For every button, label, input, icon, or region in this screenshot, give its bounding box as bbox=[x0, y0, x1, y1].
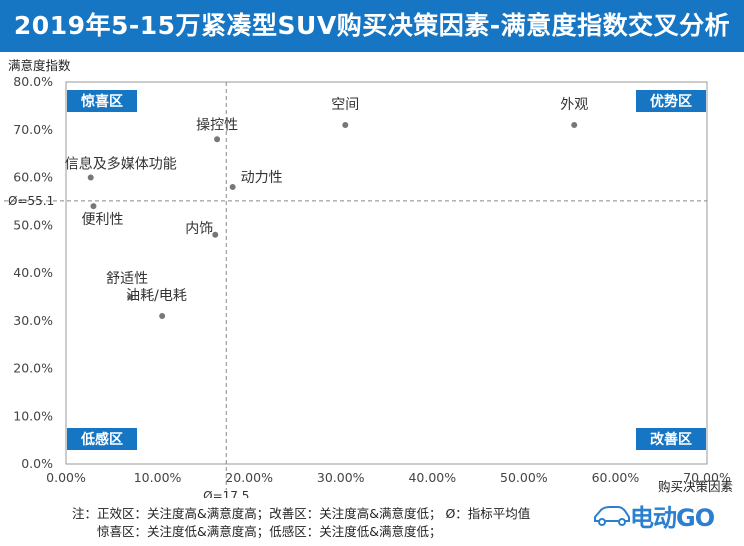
quadrant-label-bottom-right: 改善区 bbox=[650, 431, 692, 448]
x-axis-label: 购买决策因素 bbox=[658, 479, 733, 494]
y-axis-label: 满意度指数 bbox=[8, 58, 71, 73]
x-tick-label: 20.00% bbox=[225, 470, 273, 485]
data-point-label: 内饰 bbox=[185, 221, 213, 237]
brand-logo: 电动GO bbox=[592, 498, 742, 532]
logo-text: 电动GO bbox=[630, 504, 715, 532]
data-point bbox=[87, 174, 94, 181]
x-tick-label: 70.00% bbox=[683, 470, 731, 485]
y-tick-label: 80.0% bbox=[13, 74, 53, 89]
footnote-line-1: 注：正效区：关注度高&满意度高；改善区：关注度高&满意度低； Ø：指标平均值 bbox=[72, 506, 531, 521]
data-point-label: 操控性 bbox=[196, 117, 238, 133]
x-tick-label: 40.00% bbox=[408, 470, 456, 485]
footnote-line-2: 惊喜区：关注度低&满意度高；低感区：关注度低&满意度低； bbox=[97, 524, 442, 539]
data-point bbox=[342, 121, 349, 128]
data-point-label: 油耗/电耗 bbox=[126, 288, 187, 304]
y-tick-label: 60.0% bbox=[13, 170, 53, 185]
scatter-chart: 满意度指数 0.0% 10.0% 20.0% 30.0% 40.0% 50.0% 60.0% 7… bbox=[4, 58, 733, 498]
quadrant-label-top-right: 优势区 bbox=[650, 93, 692, 110]
avg-y-label: Ø=55.1 bbox=[8, 194, 54, 208]
data-point bbox=[159, 312, 166, 319]
y-tick-label: 20.0% bbox=[13, 361, 53, 376]
quadrant-label-box bbox=[67, 90, 137, 112]
x-tick-label: 10.00% bbox=[134, 470, 182, 485]
data-point bbox=[212, 231, 219, 238]
data-point bbox=[90, 203, 97, 210]
x-tick-label: 50.00% bbox=[500, 470, 548, 485]
quadrant-label-box bbox=[636, 428, 706, 450]
data-point bbox=[127, 293, 134, 300]
x-tick-label: 0.00% bbox=[46, 470, 86, 485]
y-tick-label: 10.0% bbox=[13, 408, 53, 423]
y-tick-label: 50.0% bbox=[13, 217, 53, 232]
data-point-label: 信息及多媒体功能 bbox=[65, 156, 177, 173]
data-point-label: 外观 bbox=[560, 97, 588, 113]
car-outline-icon bbox=[594, 506, 630, 526]
data-point-label: 动力性 bbox=[241, 170, 283, 186]
data-point bbox=[229, 184, 236, 191]
y-tick-label: 0.0% bbox=[21, 456, 53, 471]
y-tick-label: 40.0% bbox=[13, 265, 53, 280]
data-point bbox=[571, 121, 578, 128]
data-point-label: 便利性 bbox=[81, 212, 123, 228]
quadrant-label-top-left: 惊喜区 bbox=[80, 93, 123, 110]
quadrant-label-box bbox=[636, 90, 706, 112]
y-tick-label: 70.0% bbox=[13, 122, 53, 137]
chart-title: 2019年5-15万紧凑型SUV购买决策因素-满意度指数交叉分析 bbox=[0, 0, 744, 52]
plot-frame bbox=[65, 81, 708, 465]
data-point-label: 空间 bbox=[331, 97, 359, 113]
x-tick-label: 30.00% bbox=[317, 470, 365, 485]
quadrant-label-box bbox=[67, 428, 137, 450]
avg-x-label: Ø=17.5 bbox=[203, 489, 249, 498]
data-point-label: 舒适性 bbox=[106, 271, 148, 287]
y-tick-label: 30.0% bbox=[13, 313, 53, 328]
data-point bbox=[214, 136, 221, 143]
quadrant-label-bottom-left: 低感区 bbox=[80, 431, 123, 448]
x-tick-label: 60.00% bbox=[592, 470, 640, 485]
